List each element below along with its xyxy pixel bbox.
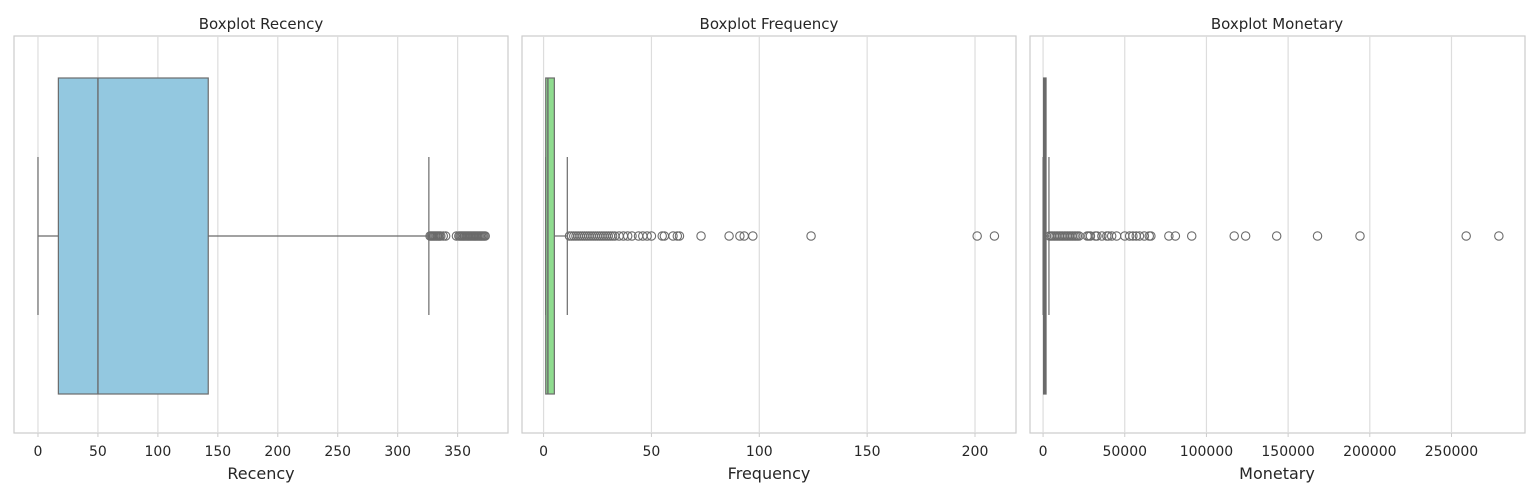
tick-label-frequency-2: 100 (746, 444, 773, 460)
outlier-point-monetary-24 (1097, 231, 1107, 241)
tick-label-frequency-0: 0 (539, 444, 548, 460)
panel-frequency: 0 50 100 150 200 Boxplot Frequency Frequency (521, 15, 1017, 483)
outlier-point-frequency-36 (724, 231, 734, 241)
outlier-point-monetary-38 (1170, 231, 1181, 241)
chart-title-monetary: Boxplot Monetary (1211, 15, 1343, 33)
outlier-point-recency-35 (480, 231, 490, 241)
outlier-point-monetary-31 (1128, 231, 1138, 241)
chart-title-recency: Boxplot Recency (199, 15, 324, 33)
tick-label-monetary-1: 50000 (1102, 444, 1147, 460)
outlier-point-frequency-39 (748, 231, 758, 241)
outlier-point-monetary-21 (1085, 231, 1096, 241)
tick-label-monetary-5: 250000 (1425, 444, 1478, 460)
outliers-frequency (564, 231, 1000, 241)
tick-label-monetary-3: 150000 (1261, 444, 1314, 460)
outlier-point-monetary-40 (1229, 231, 1239, 241)
outlier-point-monetary-37 (1164, 231, 1174, 241)
tick-label-frequency-4: 200 (962, 444, 989, 460)
box-recency (37, 77, 430, 395)
ticks-frequency: 0 50 100 150 200 (539, 433, 988, 460)
outlier-point-monetary-39 (1186, 231, 1197, 241)
outlier-point-monetary-41 (1240, 231, 1251, 241)
outlier-point-monetary-44 (1355, 231, 1365, 241)
ticks-monetary: 0 50000 100000 150000 200000 250000 (1039, 433, 1478, 460)
tick-label-recency-7: 350 (444, 444, 471, 460)
tick-label-monetary-2: 100000 (1180, 444, 1233, 460)
outlier-point-monetary-33 (1134, 231, 1145, 241)
outlier-point-monetary-23 (1092, 231, 1102, 241)
tick-label-monetary-0: 0 (1039, 444, 1048, 460)
outliers-recency (425, 231, 490, 241)
chart-title-frequency: Boxplot Frequency (700, 15, 839, 33)
outlier-point-frequency-42 (989, 231, 1000, 241)
outlier-point-monetary-34 (1139, 231, 1150, 241)
outlier-point-monetary-46 (1494, 231, 1504, 241)
tick-label-recency-5: 250 (324, 444, 351, 460)
outlier-point-monetary-30 (1124, 231, 1135, 241)
outlier-point-monetary-45 (1461, 231, 1471, 241)
x-axis-label-monetary: Monetary (1239, 464, 1315, 483)
iqr-box-frequency (545, 77, 555, 395)
outlier-point-frequency-29 (646, 231, 657, 241)
outlier-point-monetary-36 (1146, 231, 1156, 241)
tick-label-recency-1: 50 (89, 444, 107, 460)
outlier-point-frequency-35 (696, 231, 706, 241)
outlier-point-frequency-25 (627, 231, 637, 241)
outlier-point-monetary-43 (1312, 231, 1323, 241)
panel-recency: 0 50 100 150 200 250 300 350 Boxplot Recency Re… (13, 15, 509, 483)
outlier-point-frequency-37 (735, 231, 745, 241)
outlier-point-frequency-24 (622, 231, 633, 241)
outlier-point-frequency-41 (972, 231, 982, 241)
x-axis-label-recency: Recency (227, 464, 294, 483)
tick-label-recency-6: 300 (384, 444, 411, 460)
outlier-point-recency-11 (440, 231, 451, 241)
outlier-point-recency-9 (436, 231, 446, 241)
tick-label-recency-4: 200 (264, 444, 291, 460)
iqr-box-recency (57, 77, 209, 395)
outlier-point-frequency-32 (668, 231, 678, 241)
outlier-point-frequency-40 (806, 231, 816, 241)
tick-label-monetary-4: 200000 (1343, 444, 1396, 460)
outlier-point-monetary-42 (1271, 231, 1282, 241)
tick-label-frequency-3: 150 (854, 444, 881, 460)
outliers-monetary (1044, 231, 1504, 241)
outlier-point-monetary-27 (1106, 231, 1117, 241)
outlier-point-frequency-34 (674, 231, 685, 241)
outlier-point-frequency-28 (642, 231, 652, 241)
tick-label-recency-3: 150 (204, 444, 231, 460)
panel-monetary: 0 50000 100000 150000 200000 250000 Boxplot M… (1029, 15, 1526, 483)
outlier-point-recency-10 (438, 231, 449, 241)
box-frequency (545, 77, 568, 395)
x-axis-label-frequency: Frequency (728, 464, 811, 483)
tick-label-frequency-1: 50 (643, 444, 661, 460)
ticks-recency: 0 50 100 150 200 250 300 350 (34, 433, 471, 460)
tick-label-recency-0: 0 (34, 444, 43, 460)
tick-label-recency-2: 100 (145, 444, 172, 460)
